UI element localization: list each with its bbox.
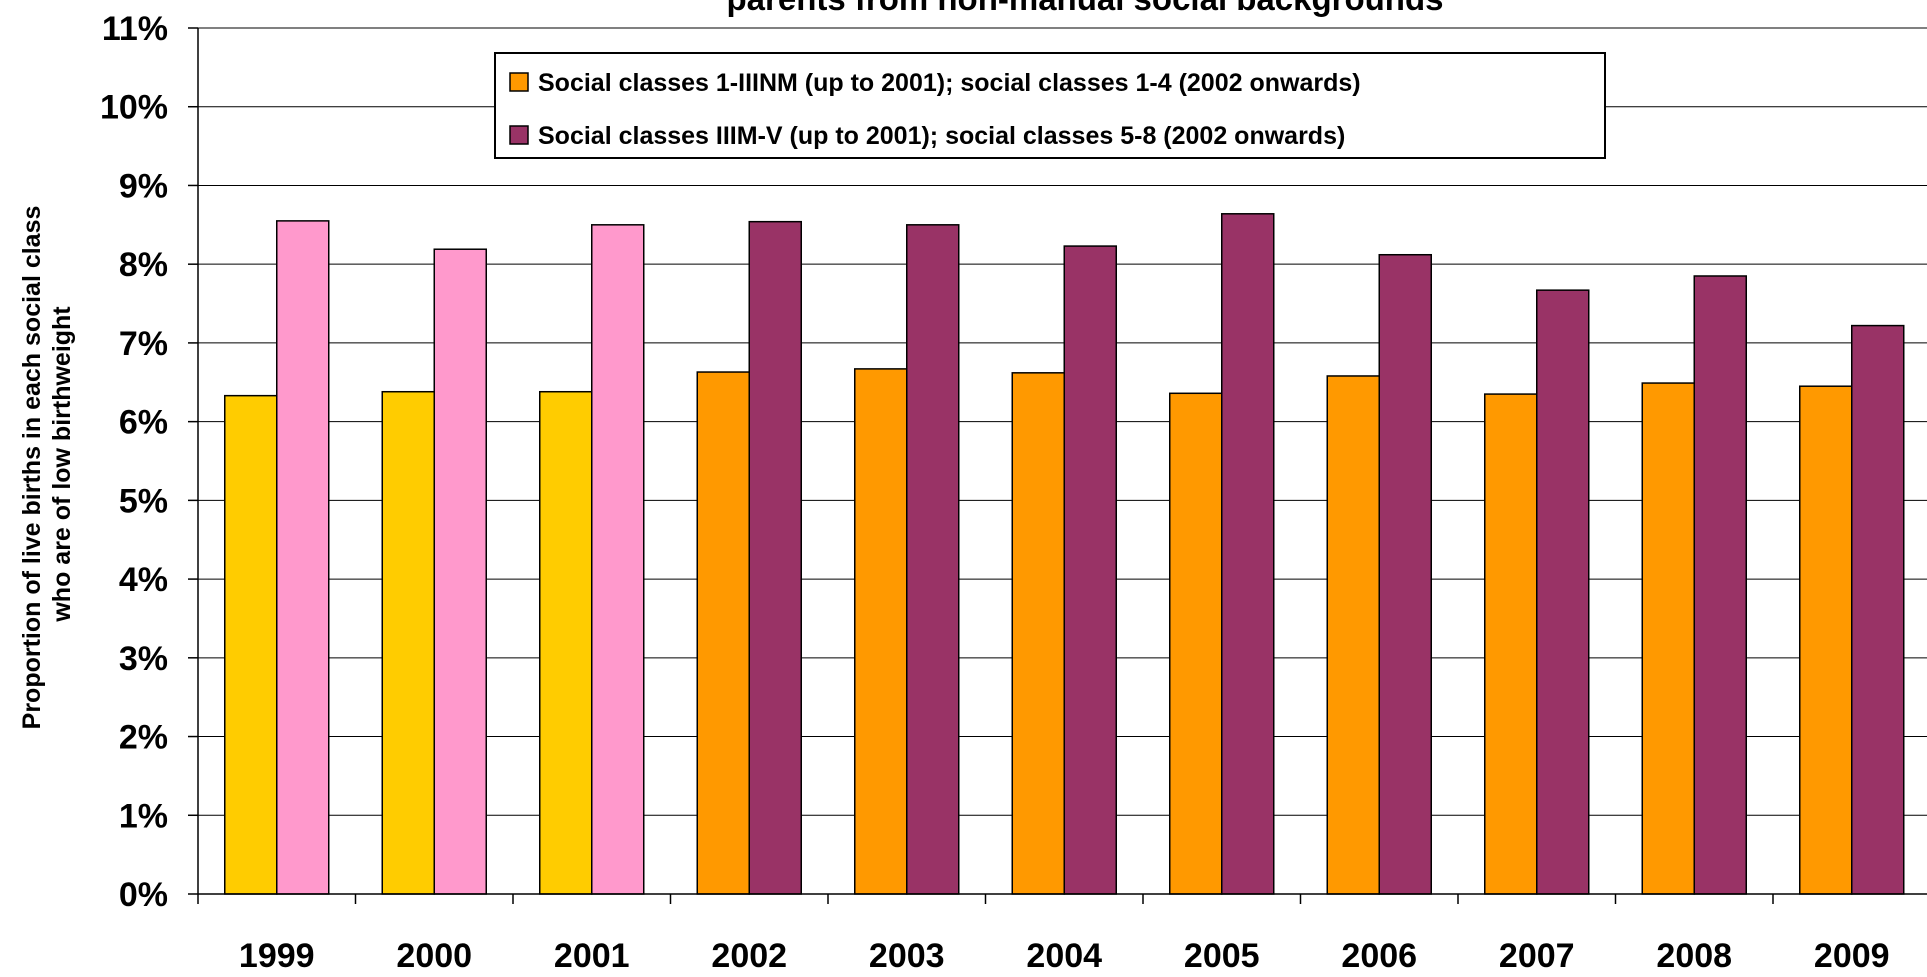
bar-series-1-1999 — [224, 394, 278, 895]
legend-box — [494, 52, 1606, 159]
bar-series-2-2009 — [1851, 324, 1905, 895]
bar-series-2-1999 — [276, 220, 330, 895]
y-axis-label-line-2: who are of low birthweight — [48, 306, 76, 623]
y-tick-label: 11% — [102, 10, 168, 48]
x-tick-label: 2006 — [1341, 937, 1417, 972]
bar-series-1-2002 — [696, 371, 750, 895]
bar-series-1-2006 — [1326, 375, 1380, 895]
y-tick-label: 9% — [119, 167, 168, 205]
bar-series-2-2000 — [433, 248, 487, 895]
x-tick-label: 2008 — [1656, 937, 1732, 972]
y-axis-label: Proportion of live births in each social… — [18, 199, 76, 730]
x-tick-label: 2004 — [1026, 937, 1102, 972]
y-tick-label: 3% — [119, 640, 168, 678]
bar-series-1-2004 — [1011, 372, 1065, 895]
bar-series-2-2005 — [1221, 213, 1275, 895]
x-tick-label: 1999 — [239, 937, 315, 972]
bar-series-2-2008 — [1693, 275, 1747, 895]
y-tick-label: 6% — [119, 404, 168, 442]
x-tick-label: 2005 — [1184, 937, 1260, 972]
legend-label-series-1: Social classes 1-IIINM (up to 2001); soc… — [538, 69, 1361, 97]
x-tick-label: 2009 — [1814, 937, 1890, 972]
bar-series-2-2006 — [1378, 253, 1432, 895]
bar-series-1-2008 — [1641, 382, 1695, 895]
bar-series-1-2009 — [1799, 385, 1853, 895]
legend-label-series-2: Social classes IIIM-V (up to 2001); soci… — [538, 122, 1345, 150]
y-axis-label-line-1: Proportion of live births in each social… — [18, 206, 46, 730]
bar-series-2-2003 — [906, 224, 960, 895]
y-tick-label: 2% — [119, 719, 168, 757]
y-tick-label: 1% — [119, 797, 168, 835]
bar-series-2-2002 — [748, 220, 802, 895]
y-tick-label: 8% — [119, 246, 168, 284]
y-tick-label: 10% — [100, 89, 168, 127]
y-tick-label: 4% — [119, 561, 168, 599]
bar-series-2-2001 — [591, 224, 645, 895]
x-tick-label: 2000 — [396, 937, 472, 972]
bar-series-1-2003 — [854, 368, 908, 895]
chart-title: parents from non-manual social backgroun… — [727, 0, 1444, 17]
x-tick-label: 2001 — [554, 937, 630, 972]
y-tick-label: 7% — [119, 325, 168, 363]
x-tick-label: 2002 — [711, 937, 787, 972]
bar-series-1-2001 — [539, 390, 593, 895]
y-tick-label: 0% — [119, 876, 168, 914]
legend: Social classes 1-IIINM (up to 2001); soc… — [494, 52, 1606, 159]
legend-swatch-series-1 — [509, 72, 529, 92]
bar-series-1-2000 — [381, 390, 435, 895]
y-tick-label: 5% — [119, 482, 168, 520]
x-tick-label: 2007 — [1499, 937, 1575, 972]
bar-series-1-2005 — [1169, 392, 1223, 895]
bar-series-1-2007 — [1484, 393, 1538, 895]
legend-swatch-series-2 — [509, 125, 529, 145]
bars — [224, 213, 1905, 895]
x-tick-label: 2003 — [869, 937, 945, 972]
bar-series-2-2007 — [1536, 289, 1590, 895]
axes: 0% 1% 2% 3% 4% 5% 6% 7% 8% 9% 10% 11% 1999 2000 2001 20… — [100, 10, 1927, 975]
bar-series-2-2004 — [1063, 245, 1117, 895]
